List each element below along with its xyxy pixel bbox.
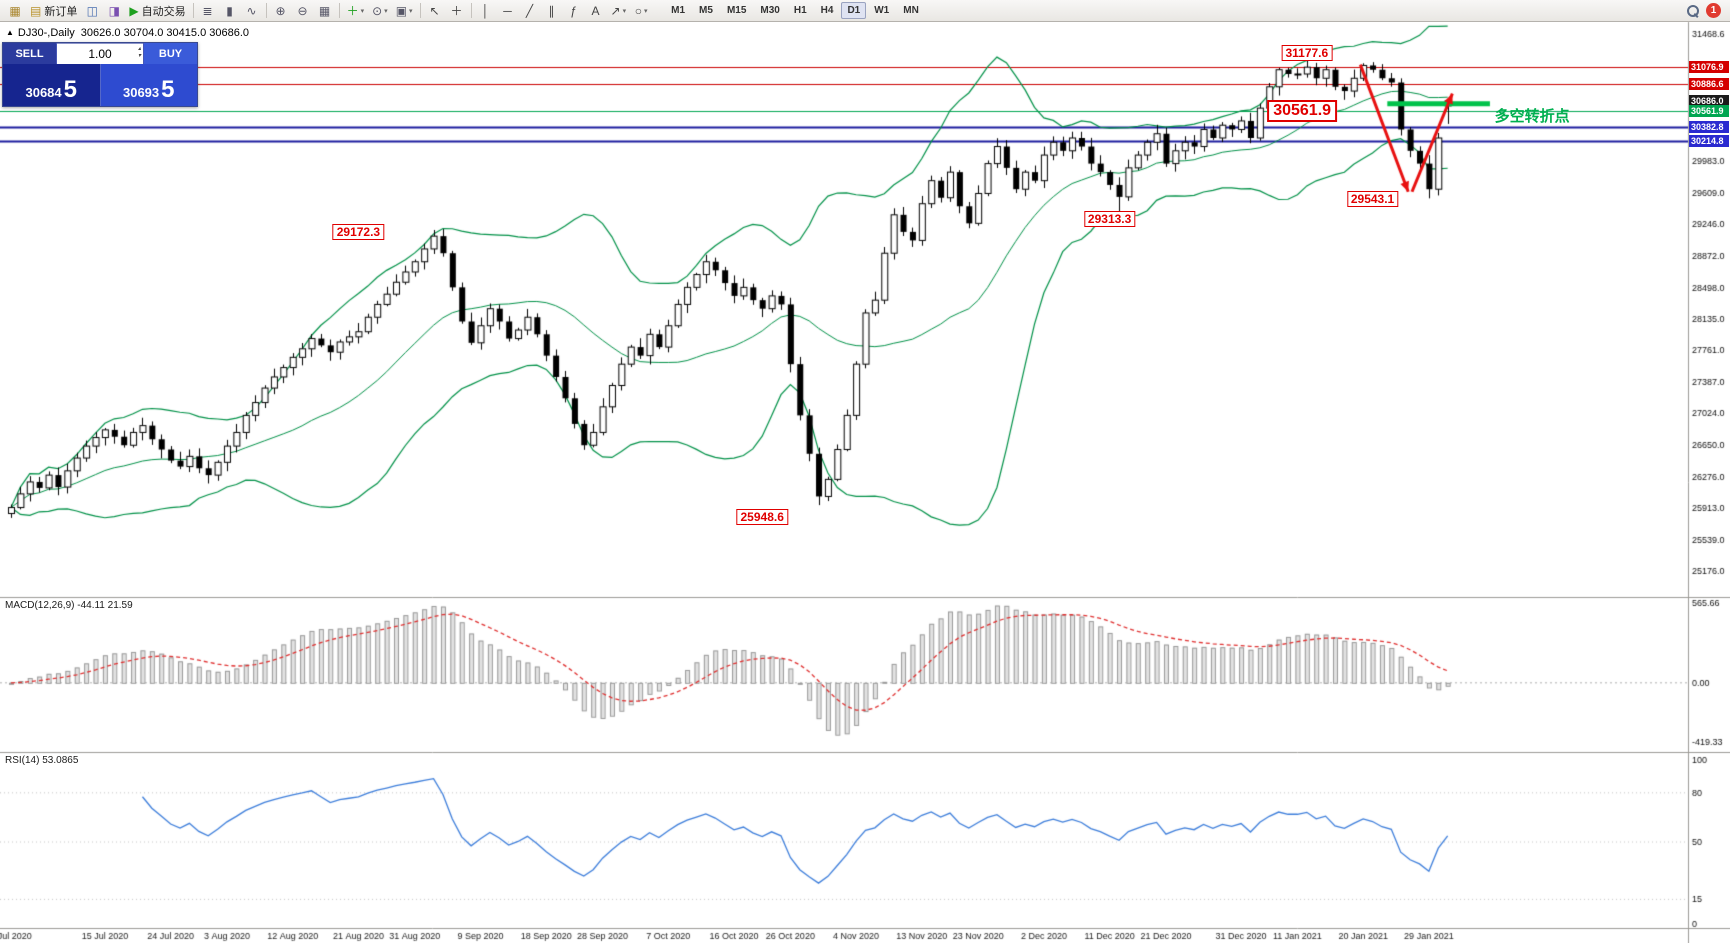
volume-field[interactable]: 1.00 ▴ ▾ — [57, 43, 143, 64]
channel-icon[interactable]: ∥ — [548, 3, 555, 18]
toolbar-separator — [338, 3, 340, 18]
vertical-line-icon[interactable]: │ — [481, 3, 490, 18]
volume-down-icon[interactable]: ▾ — [137, 53, 141, 59]
timeframe-m1[interactable]: M1 — [671, 5, 686, 16]
main-toolbar: ▦ ▤ 新订单 ◫ ◨ ▶ 自动交易 ≣ ▮ ∿ ⊕ ⊖ ▦ ＋ ▾ ⊙ ▾ ▣ ▾ ↖ ＋ │ ─ ╱ ∥ ƒ A ↗ ▾ ○ ▾ M1 M… — [0, 0, 1730, 22]
indicators-icon[interactable]: ＋ ▾ — [346, 3, 365, 18]
buy-price-main: 30693 — [122, 85, 160, 100]
zoom-out-icon[interactable]: ⊖ — [297, 3, 308, 18]
candlestick-type-icon[interactable]: ▮ — [226, 3, 233, 18]
tile-windows-icon[interactable]: ▦ — [318, 3, 331, 18]
shapes-icon[interactable]: ○ ▾ — [634, 3, 648, 18]
horizontal-line-icon[interactable]: ─ — [503, 3, 512, 18]
templates-icon[interactable]: ▣ ▾ — [395, 3, 413, 18]
one-click-trade-panel: SELL 1.00 ▴ ▾ BUY 30684 5 30693 5 — [2, 42, 198, 107]
chart-window-icon[interactable]: ◫ — [86, 3, 99, 18]
toolbar-separator — [265, 3, 267, 18]
timeframe-h1[interactable]: H1 — [793, 5, 807, 16]
toolbar-separator — [470, 3, 472, 18]
rsi-label: RSI(14) 53.0865 — [5, 755, 79, 766]
timeframe-h4[interactable]: H4 — [820, 5, 834, 16]
volume-spinner[interactable]: ▴ ▾ — [138, 46, 141, 60]
volume-value[interactable]: 1.00 — [88, 47, 112, 61]
timeframe-m15[interactable]: M15 — [726, 5, 747, 16]
cursor-icon[interactable]: ↖ — [429, 3, 440, 18]
sell-button[interactable]: SELL — [3, 43, 57, 64]
sell-price[interactable]: 30684 5 — [3, 64, 100, 106]
toolbar-separator — [192, 3, 194, 18]
sell-price-main: 30684 — [25, 85, 62, 100]
new-order-button[interactable]: ▤ 新订单 — [30, 3, 78, 18]
line-chart-type-icon[interactable]: ∿ — [246, 3, 257, 18]
symbol-period-label: DJ30-,Daily — [17, 27, 75, 39]
text-label-icon[interactable]: A — [591, 3, 600, 18]
search-icon[interactable] — [1687, 4, 1699, 17]
toolbar-separator — [419, 3, 421, 18]
terminal-icon[interactable]: ▦ — [9, 3, 21, 18]
timeframe-bar: M1 M5 M15 M30 H1 H4 D1 W1 MN — [664, 2, 926, 19]
autotrading-button[interactable]: ▶ 自动交易 — [129, 3, 186, 18]
timeframe-w1[interactable]: W1 — [874, 5, 890, 16]
timeframe-m30[interactable]: M30 — [760, 5, 780, 16]
notification-badge[interactable]: 1 — [1706, 3, 1721, 18]
chart-ohlc-header: ▲ DJ30-,Daily 30626.0 30704.0 30415.0 3068… — [6, 27, 249, 39]
toolbar-right: 1 — [1687, 3, 1726, 18]
timeframe-mn[interactable]: MN — [903, 5, 919, 16]
bar-chart-type-icon[interactable]: ≣ — [202, 3, 213, 18]
macd-label: MACD(12,26,9) -44.11 21.59 — [5, 600, 133, 611]
timeframe-d1[interactable]: D1 — [841, 2, 867, 19]
timeframe-m5[interactable]: M5 — [699, 5, 713, 16]
volume-up-icon[interactable]: ▴ — [137, 46, 141, 52]
arrows-icon[interactable]: ↗ ▾ — [610, 3, 627, 18]
profile-icon[interactable]: ◨ — [108, 3, 121, 18]
buy-price[interactable]: 30693 5 — [99, 64, 197, 106]
toolbar-buttons: ▦ ▤ 新订单 ◫ ◨ ▶ 自动交易 ≣ ▮ ∿ ⊕ ⊖ ▦ ＋ ▾ ⊙ ▾ ▣ ▾ ↖ ＋ │ ─ ╱ ∥ ƒ A ↗ ▾ ○ ▾ — [4, 2, 652, 20]
periods-icon[interactable]: ⊙ ▾ — [372, 3, 388, 18]
sell-price-big-digit: 5 — [63, 75, 77, 103]
crosshair-icon[interactable]: ＋ — [450, 3, 463, 18]
trendline-icon[interactable]: ╱ — [525, 3, 534, 18]
zoom-in-icon[interactable]: ⊕ — [275, 3, 286, 18]
buy-price-big-digit: 5 — [161, 75, 175, 103]
buy-button[interactable]: BUY — [143, 43, 197, 64]
one-click-toggle-icon[interactable]: ▲ — [6, 28, 14, 37]
ohlc-values: 30626.0 30704.0 30415.0 30686.0 — [80, 27, 249, 39]
fibonacci-icon[interactable]: ƒ — [570, 3, 577, 18]
